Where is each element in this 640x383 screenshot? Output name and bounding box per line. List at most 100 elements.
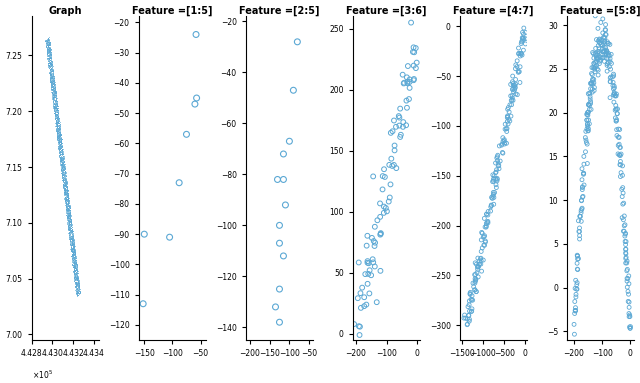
Point [589, 84, 600, 90]
Point [61, 196, 72, 202]
Point [64, 229, 74, 235]
Point [67, 240, 77, 246]
Point [394, 113, 404, 119]
Point [488, 178, 498, 185]
Point [45, 64, 55, 70]
Point [44, 61, 54, 67]
Point [591, 59, 601, 65]
Point [71, 274, 81, 280]
Point [64, 222, 74, 228]
Point [599, 58, 609, 64]
Point [61, 195, 71, 201]
Point [63, 215, 73, 221]
Point [48, 71, 58, 77]
Point [63, 206, 74, 213]
Point [55, 131, 65, 137]
Point [45, 77, 56, 83]
Point [58, 151, 68, 157]
Point [52, 109, 62, 115]
Point [575, 225, 585, 231]
Point [60, 186, 70, 192]
Point [44, 71, 54, 77]
Point [62, 218, 72, 224]
Point [54, 133, 65, 139]
Point [62, 206, 72, 212]
Point [68, 262, 79, 268]
Point [56, 167, 67, 173]
Point [51, 106, 61, 112]
Point [617, 186, 627, 192]
Point [411, 45, 421, 51]
Point [70, 254, 81, 260]
Point [42, 38, 52, 44]
Point [52, 107, 63, 113]
Point [465, 289, 476, 295]
Point [72, 285, 82, 291]
Point [518, 35, 529, 41]
Point [49, 80, 59, 86]
Point [63, 203, 73, 209]
Point [599, 44, 609, 50]
Point [278, 151, 289, 157]
Point [71, 257, 81, 263]
Point [69, 259, 79, 265]
Point [44, 69, 54, 75]
Point [62, 198, 72, 204]
Point [66, 244, 76, 250]
Point [614, 152, 625, 158]
Point [57, 143, 67, 149]
Point [49, 107, 60, 113]
Point [367, 256, 378, 262]
Point [375, 268, 385, 274]
Point [54, 133, 65, 139]
Point [476, 261, 486, 267]
Point [575, 213, 585, 219]
Point [604, 41, 614, 47]
Point [49, 103, 59, 109]
Point [51, 116, 61, 123]
Point [610, 107, 620, 113]
Point [64, 210, 74, 216]
Point [52, 110, 63, 116]
Point [56, 142, 66, 148]
Point [52, 105, 63, 111]
Point [60, 188, 70, 194]
Point [58, 183, 68, 189]
Point [66, 247, 76, 253]
Point [582, 110, 593, 116]
Point [64, 218, 74, 224]
Point [63, 202, 74, 208]
Point [492, 154, 502, 160]
Point [61, 206, 72, 213]
Point [68, 264, 79, 270]
Point [60, 196, 70, 203]
Point [508, 86, 518, 92]
Point [65, 228, 75, 234]
Point [68, 264, 78, 270]
Point [56, 156, 66, 162]
Point [45, 47, 56, 53]
Point [73, 288, 83, 295]
Point [44, 56, 54, 62]
Point [52, 117, 63, 123]
Point [52, 107, 62, 113]
Point [49, 81, 59, 87]
Point [71, 290, 81, 296]
Point [67, 241, 77, 247]
Point [588, 49, 598, 56]
Point [65, 228, 76, 234]
Point [68, 257, 78, 263]
Point [68, 274, 79, 280]
Point [54, 148, 65, 154]
Point [68, 236, 79, 242]
Point [585, 96, 595, 102]
Point [63, 207, 73, 213]
Point [68, 248, 79, 254]
Point [72, 261, 82, 267]
Point [58, 185, 68, 192]
Point [602, 39, 612, 45]
Point [65, 230, 75, 236]
Point [55, 134, 65, 141]
Point [464, 318, 474, 324]
Point [45, 45, 55, 51]
